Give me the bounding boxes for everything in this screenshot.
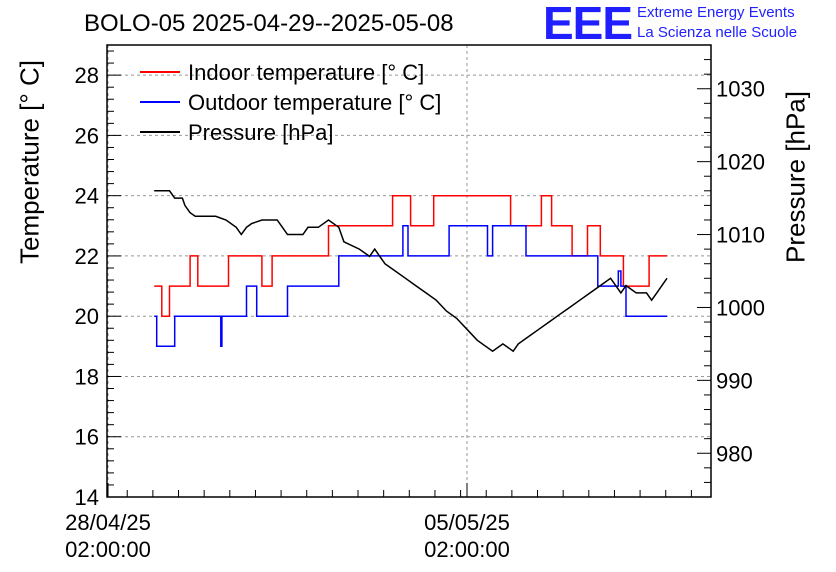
x-tick-date: 28/04/25 bbox=[65, 510, 151, 535]
brand-line-2: La Scienza nelle Scuole bbox=[637, 24, 798, 41]
eee-logo: EEE bbox=[543, 0, 633, 49]
right-tick-label: 1030 bbox=[716, 77, 765, 102]
left-tick-label: 28 bbox=[75, 63, 99, 88]
legend-label-2: Pressure [hPa] bbox=[188, 120, 334, 145]
left-tick-label: 26 bbox=[75, 123, 99, 148]
left-tick-label: 24 bbox=[75, 184, 99, 209]
left-axis-label: Temperature [° C] bbox=[14, 59, 45, 265]
left-axis-ticks: 14 16 18 20 22 24 26 28 bbox=[75, 50, 121, 510]
right-tick-label: 1020 bbox=[716, 150, 765, 175]
legend-label-0: Indoor temperature [° C] bbox=[188, 60, 424, 85]
right-tick-label: 1000 bbox=[716, 295, 765, 320]
left-tick-label: 16 bbox=[75, 425, 99, 450]
left-tick-label: 14 bbox=[75, 485, 99, 510]
right-axis-label: Pressure [hPa] bbox=[780, 91, 811, 263]
left-tick-label: 20 bbox=[75, 304, 99, 329]
legend-label-1: Outdoor temperature [° C] bbox=[188, 90, 441, 115]
right-axis-ticks: 980 990 1000 1010 1020 1030 bbox=[697, 44, 765, 498]
brand-line-1: Extreme Energy Events bbox=[637, 4, 795, 21]
series-line-1 bbox=[154, 225, 667, 348]
series-layer bbox=[154, 190, 668, 353]
legend: Indoor temperature [° C] Outdoor temperat… bbox=[140, 60, 441, 145]
left-tick-label: 18 bbox=[75, 364, 99, 389]
x-tick-time: 02:00:00 bbox=[424, 537, 510, 562]
x-tick-time: 02:00:00 bbox=[65, 537, 151, 562]
right-tick-label: 980 bbox=[716, 441, 753, 466]
right-tick-label: 990 bbox=[716, 368, 753, 393]
chart-title: BOLO-05 2025-04-29--2025-05-08 bbox=[84, 10, 454, 37]
right-tick-label: 1010 bbox=[716, 223, 765, 248]
series-line-0 bbox=[154, 194, 667, 317]
left-tick-label: 22 bbox=[75, 244, 99, 269]
series-line-2 bbox=[154, 190, 668, 353]
x-tick-date: 05/05/25 bbox=[424, 510, 510, 535]
